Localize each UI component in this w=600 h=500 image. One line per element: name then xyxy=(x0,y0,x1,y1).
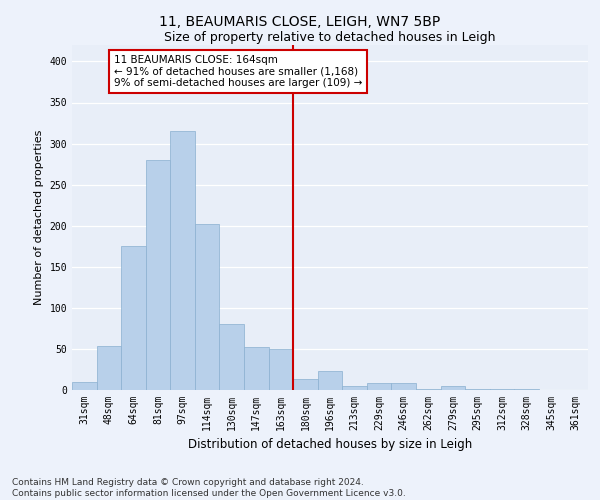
Bar xyxy=(318,371,342,390)
Text: 11, BEAUMARIS CLOSE, LEIGH, WN7 5BP: 11, BEAUMARIS CLOSE, LEIGH, WN7 5BP xyxy=(160,15,440,29)
Bar xyxy=(97,346,121,390)
Bar xyxy=(244,348,269,390)
Bar xyxy=(269,349,293,390)
Bar xyxy=(220,324,244,390)
Text: Contains HM Land Registry data © Crown copyright and database right 2024.
Contai: Contains HM Land Registry data © Crown c… xyxy=(12,478,406,498)
X-axis label: Distribution of detached houses by size in Leigh: Distribution of detached houses by size … xyxy=(188,438,472,452)
Bar xyxy=(367,382,391,390)
Bar xyxy=(514,389,539,390)
Bar xyxy=(465,389,490,390)
Bar xyxy=(121,246,146,390)
Title: Size of property relative to detached houses in Leigh: Size of property relative to detached ho… xyxy=(164,31,496,44)
Y-axis label: Number of detached properties: Number of detached properties xyxy=(34,130,44,305)
Bar xyxy=(440,386,465,390)
Text: 11 BEAUMARIS CLOSE: 164sqm
← 91% of detached houses are smaller (1,168)
9% of se: 11 BEAUMARIS CLOSE: 164sqm ← 91% of deta… xyxy=(114,55,362,88)
Bar xyxy=(72,382,97,390)
Bar xyxy=(146,160,170,390)
Bar xyxy=(342,386,367,390)
Bar xyxy=(391,382,416,390)
Bar xyxy=(490,389,514,390)
Bar xyxy=(195,224,220,390)
Bar xyxy=(170,131,195,390)
Bar xyxy=(293,380,318,390)
Bar xyxy=(416,389,440,390)
